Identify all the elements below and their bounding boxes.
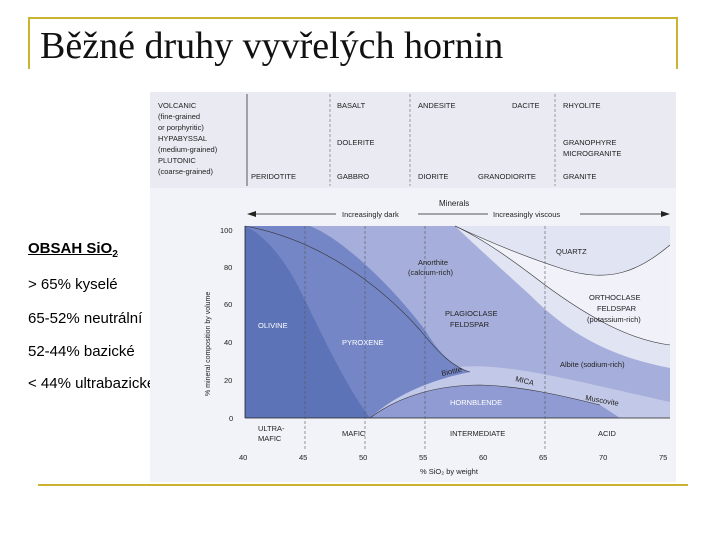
y-tick-40: 40	[224, 338, 232, 347]
viscous-arrow-head	[661, 211, 670, 217]
hornblende-region	[370, 385, 620, 418]
label-hornblende: HORNBLENDE	[450, 398, 502, 407]
label-anorthite: Anorthite	[418, 258, 448, 267]
rock-granite: GRANITE	[563, 172, 596, 181]
rock-andesite: ANDESITE	[418, 101, 456, 110]
frame-bottom-line	[38, 484, 688, 486]
sidebar-item-acidic: > 65% kyselé	[28, 276, 118, 293]
label-biotite: Biotite	[441, 365, 463, 378]
rock-peridotite: PERIDOTITE	[251, 172, 296, 181]
label-albite: Albite (sodium-rich)	[560, 360, 625, 369]
hornblende-boundary	[369, 384, 601, 419]
label-orthoclase-note: (potassium-rich)	[587, 315, 641, 324]
x-tick-70: 70	[599, 453, 607, 462]
y-tick-20: 20	[224, 376, 232, 385]
rock-rhyolite: RHYOLITE	[563, 101, 601, 110]
x-tick-75: 75	[659, 453, 667, 462]
label-orthoclase: ORTHOCLASE	[589, 293, 641, 302]
label-plagioclase: PLAGIOCLASE	[445, 309, 498, 318]
label-mafic: MAFIC	[342, 429, 366, 438]
label-intermediate: INTERMEDIATE	[450, 429, 505, 438]
orthoclase-boundary	[454, 225, 671, 346]
label-acid: ACID	[598, 429, 617, 438]
rock-basalt: BASALT	[337, 101, 366, 110]
sidebar-item-neutral: 65-52% neutrální	[28, 310, 143, 327]
minerals-title: Minerals	[439, 199, 469, 208]
dark-arrow-head	[247, 211, 256, 217]
texture-plutonic: PLUTONIC	[158, 156, 196, 165]
label-mica: MICA	[515, 374, 535, 387]
rock-diorite: DIORITE	[418, 172, 448, 181]
y-tick-100: 100	[220, 226, 233, 235]
rock-granophyre: GRANOPHYRE	[563, 138, 616, 147]
texture-volcanic: VOLCANIC	[158, 101, 197, 110]
label-ultramafic-2: MAFIC	[258, 434, 282, 443]
x-tick-45: 45	[299, 453, 307, 462]
x-tick-65: 65	[539, 453, 547, 462]
x-tick-60: 60	[479, 453, 487, 462]
texture-volcanic-note-1: (fine-grained	[158, 112, 200, 121]
texture-plutonic-note: (coarse-grained)	[158, 167, 214, 176]
label-pyroxene: PYROXENE	[342, 338, 384, 347]
minerals-header: Minerals Increasingly dark Increasingly …	[247, 199, 670, 219]
y-tick-80: 80	[224, 263, 232, 272]
x-axis-label: % SiO₂ by weight	[420, 467, 479, 476]
label-olivine: OLIVINE	[258, 321, 288, 330]
mineral-plot: 100 80 60 40 20 0 % mineral composition …	[205, 225, 671, 476]
x-tick-40: 40	[239, 453, 247, 462]
sidebar-heading-text: OBSAH SiO	[28, 240, 113, 257]
rock-microgranite: MICROGRANITE	[563, 149, 621, 158]
frame-left-line	[28, 17, 30, 69]
rock-dolerite: DOLERITE	[337, 138, 375, 147]
label-quartz: QUARTZ	[556, 247, 587, 256]
slide-title: Běžné druhy vyvřelých hornin	[40, 25, 504, 67]
frame-right-line	[676, 17, 678, 69]
label-anorthite-note: (calcium-rich)	[408, 268, 454, 277]
texture-hypabyssal-note: (medium-grained)	[158, 145, 218, 154]
rock-table-background	[150, 92, 676, 188]
sidebar-item-ultrabasic: < 44% ultrabazické	[28, 375, 156, 392]
texture-volcanic-note-2: or porphyritic)	[158, 123, 204, 132]
y-axis-label: % mineral composition by volume	[205, 292, 212, 396]
texture-hypabyssal: HYPABYSSAL	[158, 134, 207, 143]
label-feldspar: FELDSPAR	[450, 320, 490, 329]
frame-top-line	[28, 17, 678, 19]
x-tick-50: 50	[359, 453, 367, 462]
quartz-boundary	[454, 225, 671, 276]
dark-label: Increasingly dark	[342, 210, 399, 219]
plagioclase-boundary	[244, 225, 471, 373]
rock-gabbro: GABBRO	[337, 172, 369, 181]
y-tick-60: 60	[224, 300, 232, 309]
x-tick-55: 55	[419, 453, 427, 462]
rock-granodiorite: GRANODIORITE	[478, 172, 536, 181]
label-ultramafic-1: ULTRA-	[258, 424, 285, 433]
rock-dacite: DACITE	[512, 101, 540, 110]
sidebar-item-basic: 52-44% bazické	[28, 343, 135, 360]
sidebar-heading-subscript: 2	[112, 249, 118, 260]
sidebar-heading: OBSAH SiO2	[28, 240, 118, 260]
viscous-label: Increasingly viscous	[493, 210, 560, 219]
y-tick-0: 0	[229, 414, 233, 423]
olivine-region	[245, 226, 370, 418]
label-orthoclase-feldspar: FELDSPAR	[597, 304, 637, 313]
rock-name-table: VOLCANIC (fine-grained or porphyritic) H…	[150, 92, 676, 188]
